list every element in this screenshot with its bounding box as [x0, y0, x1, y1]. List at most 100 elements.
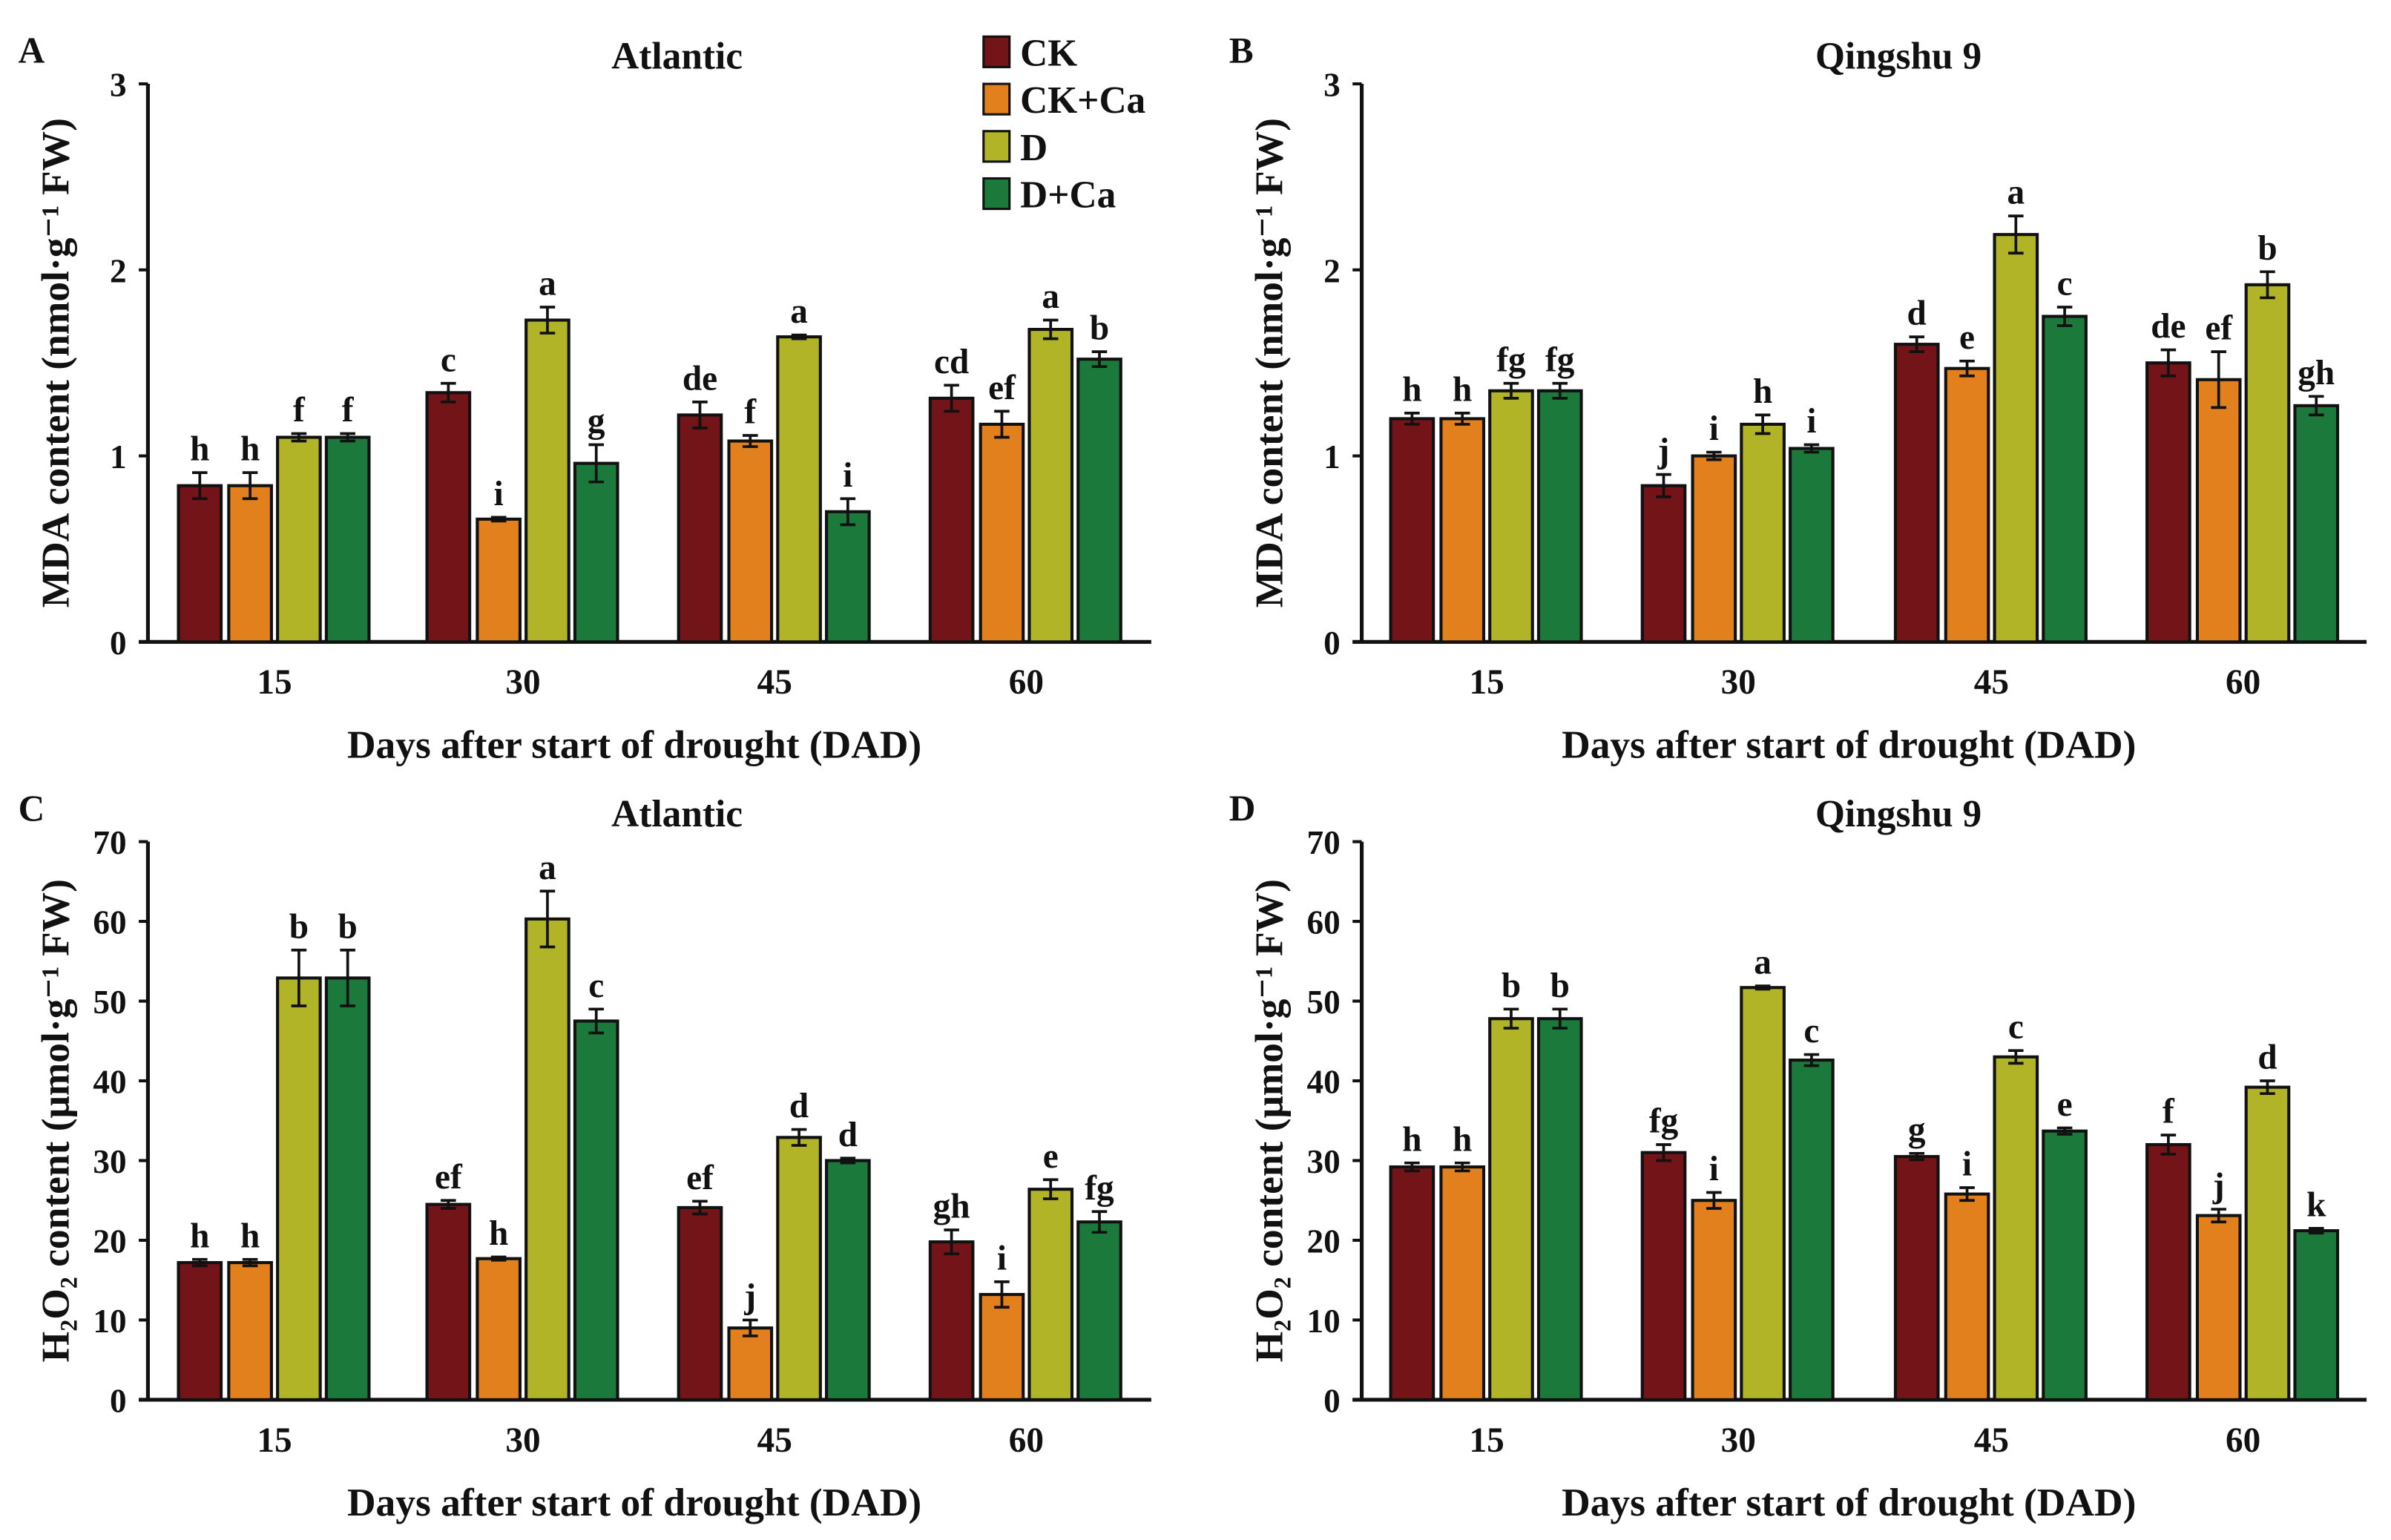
chart-title: Qingshu 9 [1815, 793, 1981, 835]
significance-letter: i [843, 456, 852, 495]
panel-letter: C [19, 788, 45, 829]
significance-letter: d [838, 1116, 858, 1154]
x-tick-label: 60 [2226, 663, 2260, 702]
significance-letter: c [2008, 1008, 2024, 1047]
y-tick-label: 0 [110, 1382, 127, 1419]
bar-d-60 [2244, 1085, 2291, 1401]
significance-letter: i [1806, 402, 1816, 441]
significance-letter: i [1709, 409, 1719, 448]
significance-letter: b [338, 907, 358, 946]
legend-label-d-ca: D+Ca [1020, 174, 1116, 217]
bar-d-ca-60 [1076, 1220, 1122, 1401]
bar-ck-30 [425, 391, 472, 644]
y-tick-label: 20 [93, 1223, 126, 1260]
significance-letter: k [2306, 1185, 2326, 1224]
chart-title: Qingshu 9 [1815, 35, 1981, 77]
significance-letter: gh [2298, 354, 2335, 392]
bar-d-ca-60 [2293, 404, 2340, 644]
significance-letter: de [683, 359, 717, 398]
significance-letter: h [190, 430, 209, 469]
y-axis-label: H₂O₂ content (μmol·g⁻¹ FW) [1247, 879, 1292, 1362]
bar-d-ca-15 [324, 976, 371, 1401]
legend-label-ck: CK [1020, 32, 1077, 74]
significance-letter: h [489, 1214, 508, 1253]
y-tick-label: 2 [110, 252, 127, 289]
bar-d-15 [1488, 1017, 1534, 1401]
x-tick-label: 30 [505, 663, 540, 702]
x-tick-label: 45 [1974, 1421, 2009, 1460]
y-axis-label: MDA content (nmol·g⁻¹ FW) [33, 118, 78, 608]
significance-letter: j [2212, 1167, 2225, 1205]
bar-ck-ca-45 [727, 439, 774, 644]
x-axis-label: Days after start of drought (DAD) [347, 1480, 921, 1524]
significance-letter: j [743, 1277, 756, 1316]
bar-ck-30 [425, 1202, 472, 1401]
bar-d-30 [524, 318, 570, 644]
significance-letter: h [1453, 370, 1472, 409]
significance-letter: h [240, 1217, 260, 1255]
bar-d-15 [1488, 389, 1534, 644]
bar-d-60 [1027, 328, 1074, 644]
significance-letter: h [1453, 1120, 1472, 1159]
bar-d-15 [276, 435, 322, 644]
significance-letter: f [342, 391, 355, 430]
bar-ck-60 [928, 1240, 975, 1401]
significance-letter: c [1803, 1012, 1819, 1050]
y-tick-label: 20 [1307, 1223, 1341, 1260]
significance-letter: b [1502, 967, 1521, 1005]
y-tick-label: 1 [1323, 438, 1341, 476]
x-tick-label: 15 [1469, 663, 1504, 702]
significance-letter: ef [2205, 309, 2233, 348]
y-tick-label: 60 [1307, 904, 1341, 941]
legend-swatch-ck [982, 35, 1011, 68]
bar-d-ca-15 [324, 435, 371, 644]
significance-letter: h [190, 1217, 209, 1255]
bar-ck-15 [177, 1260, 223, 1401]
significance-letter: h [1402, 1120, 1421, 1159]
chart-title: Atlantic [611, 35, 743, 77]
legend-label-d: D [1020, 127, 1047, 169]
bar-d-ca-45 [825, 510, 871, 644]
y-tick-label: 70 [1307, 824, 1341, 861]
significance-letter: ef [686, 1159, 714, 1197]
significance-letter: a [539, 849, 556, 887]
significance-letter: d [2257, 1039, 2277, 1077]
bar-ck-ca-15 [1439, 417, 1486, 644]
y-tick-label: 10 [1307, 1303, 1341, 1340]
significance-letter: g [1908, 1110, 1926, 1149]
significance-letter: f [2163, 1093, 2175, 1131]
y-tick-label: 30 [93, 1143, 126, 1180]
significance-letter: c [441, 340, 456, 379]
bar-ck-ca-30 [476, 517, 522, 644]
significance-letter: b [1090, 309, 1109, 348]
x-tick-label: 15 [1469, 1421, 1504, 1460]
bar-ck-ca-45 [727, 1326, 774, 1401]
bar-ck-ca-15 [1439, 1165, 1486, 1401]
bar-d-ca-30 [1789, 1059, 1835, 1401]
bar-ck-45 [677, 413, 723, 644]
significance-letter: fg [1545, 340, 1575, 379]
bar-ck-45 [1893, 343, 1940, 644]
panel-letter: D [1229, 788, 1256, 829]
x-tick-label: 15 [257, 1421, 292, 1460]
y-tick-label: 3 [1323, 66, 1341, 103]
x-tick-label: 60 [2226, 1421, 2260, 1460]
bar-ck-15 [1389, 417, 1435, 644]
significance-letter: cd [934, 343, 969, 381]
significance-letter: fg [1085, 1169, 1114, 1208]
significance-letter: a [539, 265, 556, 303]
bar-d-30 [1740, 986, 1786, 1401]
y-tick-label: 10 [93, 1303, 126, 1340]
x-tick-label: 30 [505, 1421, 540, 1460]
bar-ck-15 [177, 484, 223, 644]
significance-letter: j [1657, 432, 1670, 470]
y-tick-label: 3 [110, 66, 127, 103]
bar-d-ca-30 [573, 461, 619, 644]
bar-ck-ca-60 [2195, 1214, 2242, 1401]
y-axis-label: MDA content (nmol·g⁻¹ FW) [1247, 118, 1292, 608]
bar-ck-ca-45 [1944, 366, 1990, 644]
x-axis-label: Days after start of drought (DAD) [1562, 1480, 2136, 1524]
y-axis-label: H₂O₂ content (μmol·g⁻¹ FW) [33, 879, 78, 1362]
bar-d-45 [1993, 1055, 2039, 1401]
